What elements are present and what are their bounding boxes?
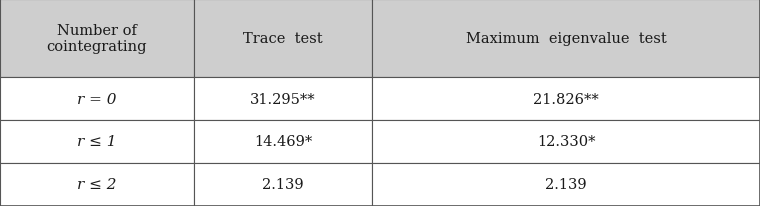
Bar bbox=[372, 0, 760, 78]
Bar bbox=[0, 0, 194, 78]
Text: 14.469*: 14.469* bbox=[254, 135, 312, 149]
Bar bbox=[194, 78, 372, 121]
Text: Number of
cointegrating: Number of cointegrating bbox=[46, 24, 147, 54]
Text: 31.295**: 31.295** bbox=[250, 92, 316, 106]
Bar bbox=[372, 121, 760, 163]
Bar bbox=[194, 121, 372, 163]
Bar bbox=[372, 163, 760, 206]
Text: 2.139: 2.139 bbox=[262, 178, 304, 192]
Bar bbox=[194, 0, 372, 78]
Text: 21.826**: 21.826** bbox=[534, 92, 599, 106]
Text: r ≤ 1: r ≤ 1 bbox=[78, 135, 116, 149]
Bar bbox=[0, 78, 194, 121]
Bar bbox=[194, 163, 372, 206]
Text: r = 0: r = 0 bbox=[78, 92, 116, 106]
Bar bbox=[372, 78, 760, 121]
Text: Maximum  eigenvalue  test: Maximum eigenvalue test bbox=[466, 32, 667, 46]
Bar bbox=[0, 121, 194, 163]
Text: r ≤ 2: r ≤ 2 bbox=[78, 178, 116, 192]
Bar bbox=[0, 163, 194, 206]
Text: 2.139: 2.139 bbox=[546, 178, 587, 192]
Text: 12.330*: 12.330* bbox=[537, 135, 595, 149]
Text: Trace  test: Trace test bbox=[243, 32, 323, 46]
